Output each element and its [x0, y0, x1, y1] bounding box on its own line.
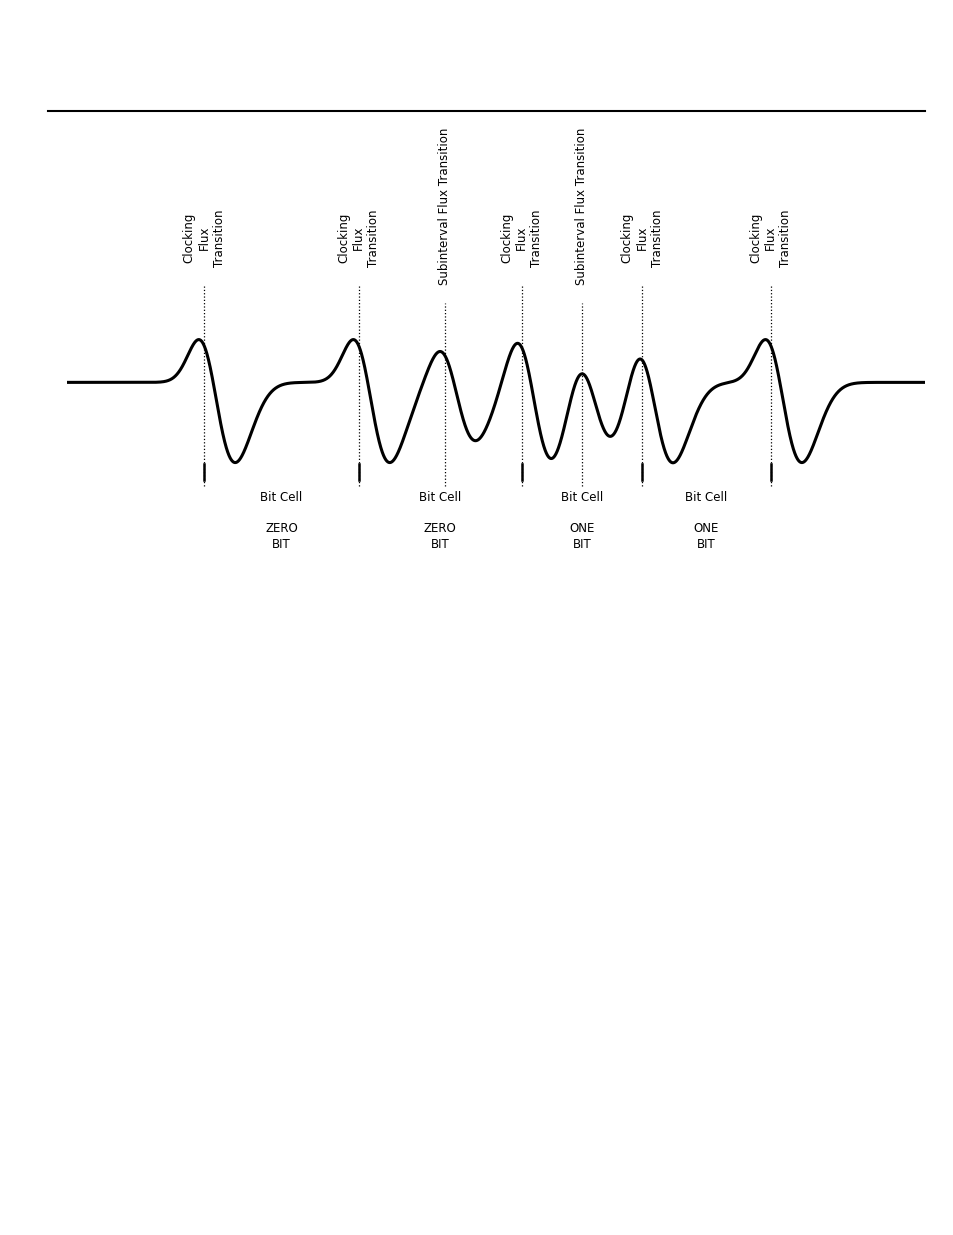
Text: ONE
BIT: ONE BIT	[693, 522, 719, 551]
Text: Subinterval Flux Transition: Subinterval Flux Transition	[575, 127, 588, 285]
Text: Clocking
Flux
Transition: Clocking Flux Transition	[748, 210, 792, 267]
Text: Clocking
Flux
Transition: Clocking Flux Transition	[499, 210, 543, 267]
Text: Bit Cell: Bit Cell	[418, 492, 461, 504]
Text: Clocking
Flux
Transition: Clocking Flux Transition	[336, 210, 380, 267]
Text: Subinterval Flux Transition: Subinterval Flux Transition	[437, 127, 451, 285]
Text: Clocking
Flux
Transition: Clocking Flux Transition	[182, 210, 226, 267]
Text: Bit Cell: Bit Cell	[560, 492, 602, 504]
Text: Bit Cell: Bit Cell	[260, 492, 302, 504]
Text: ONE
BIT: ONE BIT	[569, 522, 594, 551]
Text: Bit Cell: Bit Cell	[684, 492, 727, 504]
Text: ZERO
BIT: ZERO BIT	[265, 522, 297, 551]
Text: Clocking
Flux
Transition: Clocking Flux Transition	[619, 210, 663, 267]
Text: ZERO
BIT: ZERO BIT	[423, 522, 456, 551]
